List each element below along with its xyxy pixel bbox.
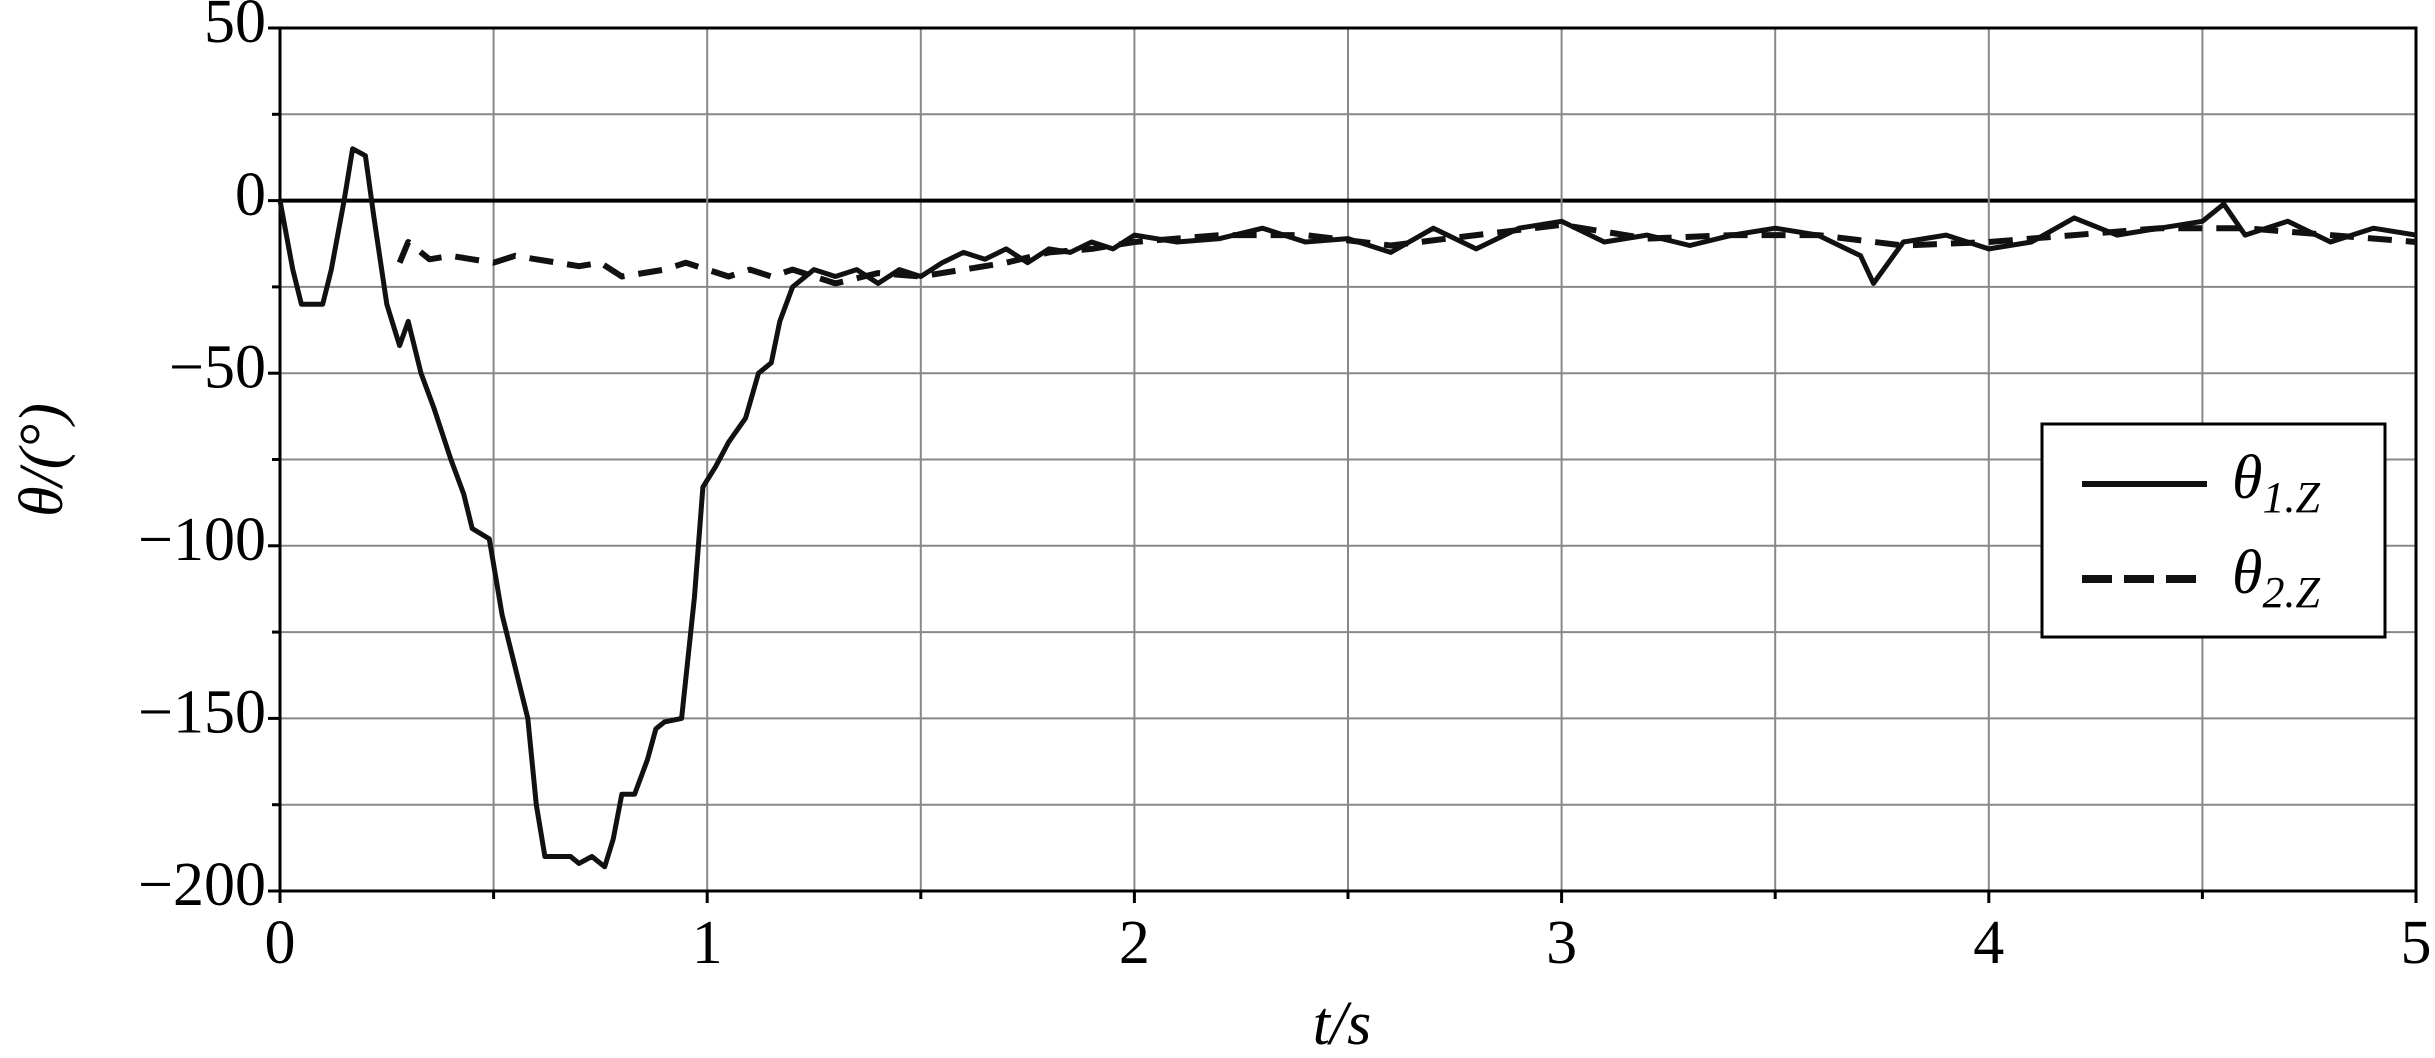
data-line xyxy=(277,146,2417,870)
y-tick-label: −150 xyxy=(138,679,266,747)
x-tick-label: 4 xyxy=(1973,909,2004,977)
x-tick-label: 3 xyxy=(1546,909,1577,977)
x-tick-label: 5 xyxy=(2401,909,2432,977)
x-tick-label: 1 xyxy=(692,909,723,977)
x-axis-label: t/s xyxy=(1313,990,1372,1058)
legend-label: θ1.Z xyxy=(2232,444,2320,522)
y-tick-label: −100 xyxy=(138,506,266,574)
legend-box xyxy=(2040,422,2387,639)
x-tick-label: 0 xyxy=(265,909,296,977)
y-tick-label: −200 xyxy=(138,851,266,919)
y-axis-label: θ/(°) xyxy=(8,403,76,517)
y-tick-label: −50 xyxy=(169,333,266,401)
data-line xyxy=(396,221,2417,287)
x-tick-label: 2 xyxy=(1119,909,1150,977)
y-tick-label: 0 xyxy=(235,161,266,229)
y-tick-label: 50 xyxy=(204,0,266,56)
legend-label: θ2.Z xyxy=(2232,539,2320,617)
plot-frame xyxy=(278,26,2418,893)
legend: θ1.Z θ2.Z xyxy=(2040,422,2387,639)
